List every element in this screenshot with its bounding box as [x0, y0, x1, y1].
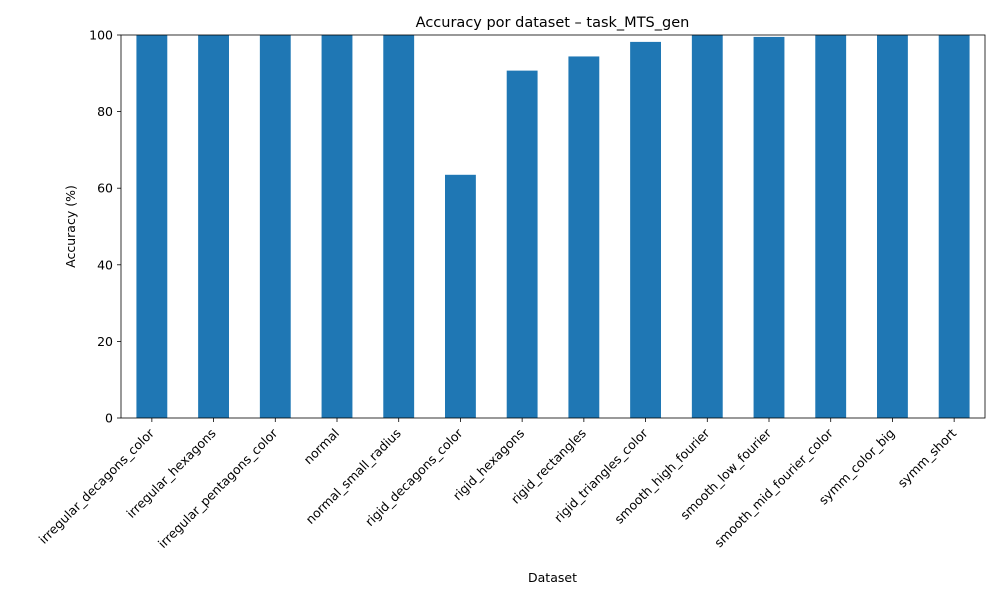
y-tick-label: 40 — [97, 257, 113, 272]
bar — [198, 35, 229, 418]
y-tick-label: 80 — [97, 104, 113, 119]
bar — [321, 35, 353, 418]
bar — [877, 35, 908, 418]
chart-title: Accuracy por dataset – task_MTS_gen — [416, 15, 690, 31]
bar — [815, 35, 847, 418]
axes-frame — [120, 34, 986, 419]
bar — [445, 174, 476, 418]
y-tick-label: 20 — [97, 334, 113, 349]
bar — [506, 70, 538, 418]
y-tick-label: 100 — [89, 28, 113, 43]
bar — [568, 56, 600, 418]
bar — [383, 35, 415, 418]
bar — [938, 35, 970, 418]
y-tick-label: 60 — [97, 181, 113, 196]
bar — [136, 35, 168, 418]
bar — [753, 36, 785, 418]
x-tick-label: symm_short — [894, 425, 959, 490]
plot-area: 0 20 40 60 80 100 irregular_decagons_colorirre… — [36, 28, 986, 551]
bar — [691, 35, 723, 418]
y-tick-label: 0 — [105, 411, 113, 426]
x-tick-label: irregular_pentagons_color — [155, 425, 281, 551]
bar — [259, 35, 291, 418]
bar — [630, 41, 661, 418]
x-axis-label: Dataset — [528, 570, 577, 585]
x-tick-label: irregular_decagons_color — [36, 425, 158, 547]
x-tick-label: smooth_mid_fourier_color — [711, 425, 836, 550]
y-axis-label: Accuracy (%) — [63, 185, 78, 268]
x-tick-label: normal — [301, 426, 343, 468]
